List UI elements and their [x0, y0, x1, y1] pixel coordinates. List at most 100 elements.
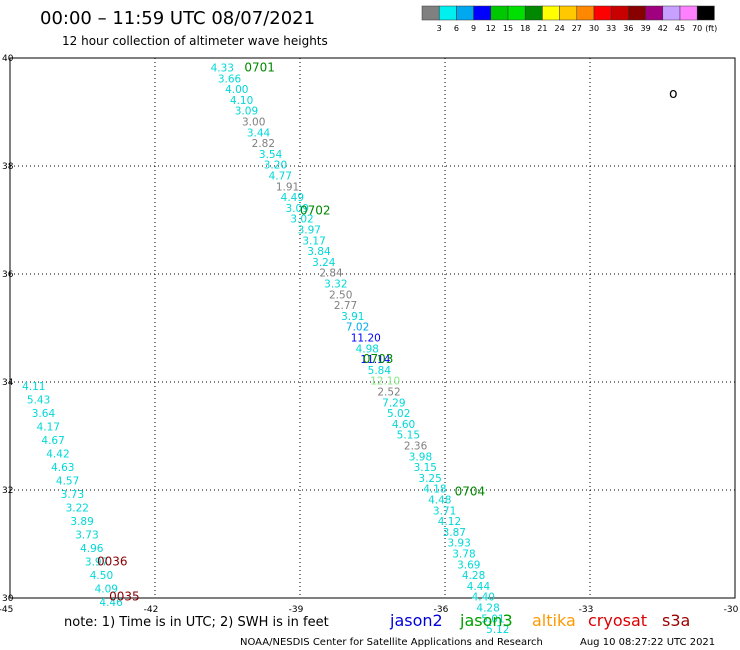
legend-swatch [610, 5, 629, 21]
swh-value: 5.84 [368, 365, 392, 377]
legend-swatch [593, 5, 612, 21]
legend-label: 24 [555, 24, 565, 33]
swh-value: 3.09 [235, 106, 258, 118]
swh-value: 12.10 [370, 376, 400, 388]
legend-swatch [421, 5, 440, 21]
swh-value: 3.66 [218, 73, 242, 85]
swh-value: 4.17 [37, 422, 60, 434]
swh-value: 3.44 [247, 127, 271, 139]
pass-time-label: 0036 [97, 555, 128, 569]
lon-tick-label: -45 [0, 605, 13, 615]
legend-swatch [438, 5, 457, 21]
lat-tick-label: 36 [2, 270, 14, 280]
legend-label: 3 [437, 24, 442, 33]
swh-value: 2.52 [377, 387, 400, 399]
swh-value: 3.17 [302, 235, 325, 247]
swh-value: 4.60 [392, 419, 415, 431]
satellite-name: jason2 [389, 611, 443, 630]
legend-swatch [559, 5, 578, 21]
legend-swatch [490, 5, 509, 21]
swh-value: 7.29 [382, 397, 405, 409]
swh-value: 4.46 [99, 597, 123, 609]
swh-value: 3.91 [341, 311, 364, 323]
swh-value: 7.02 [346, 322, 369, 334]
swh-value: 4.77 [269, 171, 292, 183]
swh-value: 4.67 [41, 435, 64, 447]
legend-swatch [507, 5, 526, 21]
swh-value: 3.78 [452, 549, 475, 561]
legend-label: 21 [537, 24, 547, 33]
footer-timestamp: Aug 10 08:27:22 UTC 2021 [580, 637, 715, 648]
swh-value: 3.69 [457, 559, 480, 571]
lon-tick-label: -36 [434, 605, 449, 615]
swh-value: 4.40 [472, 592, 495, 604]
legend-swatch [542, 5, 560, 21]
legend-label: 33 [606, 24, 616, 33]
swh-value: 3.09 [286, 203, 309, 215]
swh-value: 4.44 [467, 581, 491, 593]
lon-tick-label: -42 [144, 605, 159, 615]
lat-tick-label: 40 [2, 54, 14, 64]
swh-value: 3.97 [298, 225, 321, 237]
pass-time-label: 0702 [300, 204, 331, 218]
swh-value: 3.32 [324, 279, 347, 291]
swh-value: 4.11 [22, 381, 45, 393]
axis-tick-labels: -45 -42 -39 -36 -33 -30 40 38 36 34 32 30 [0, 54, 739, 615]
swh-value: 1.91 [276, 181, 299, 193]
swh-value: 3.20 [264, 160, 287, 172]
swh-value: 4.57 [56, 476, 79, 488]
color-legend: 3 6 9 12 15 18 21 24 27 30 33 36 39 42 45 70 (ft) [421, 5, 717, 33]
swh-value: 3.64 [32, 408, 56, 420]
swh-value: 11.20 [351, 333, 381, 345]
legend-label: 6 [454, 24, 459, 33]
legend-swatch [662, 5, 681, 21]
legend-swatch [628, 5, 646, 21]
legend-unit: (ft) [705, 24, 717, 33]
map-title: 00:00 – 11:59 UTC 08/07/2021 [40, 8, 315, 29]
pass-time-label: 0704 [455, 484, 486, 498]
swh-value: 3.15 [414, 462, 437, 474]
legend-label: 30 [589, 24, 599, 33]
swh-value: 3.54 [259, 149, 283, 161]
swh-value: 2.84 [319, 268, 343, 280]
pass-time-labels: 0701 0702 0703 0704 0036 0035 [97, 61, 485, 604]
lon-tick-label: -39 [289, 605, 304, 615]
lat-tick-label: 38 [2, 162, 14, 172]
swh-value: 3.84 [307, 246, 331, 258]
swh-value: 4.33 [211, 63, 234, 75]
swh-value: 3.71 [433, 505, 456, 517]
swh-value: 4.28 [476, 603, 499, 615]
legend-label: 45 [675, 24, 685, 33]
legend-swatch [696, 5, 715, 21]
swh-value: 3.93 [447, 538, 470, 550]
swh-value: 4.96 [80, 543, 104, 555]
swh-value: 4.63 [51, 462, 74, 474]
lat-tick-label: 30 [2, 594, 14, 604]
swh-value: 4.18 [423, 484, 446, 496]
swh-value: 4.42 [46, 449, 69, 461]
lon-tick-label: -30 [724, 605, 739, 615]
swh-value: 5.15 [397, 430, 420, 442]
map-frame [9, 57, 736, 599]
legend-label: 70 [692, 24, 702, 33]
satellite-name: cryosat [588, 611, 647, 630]
swh-value: 2.50 [329, 289, 352, 301]
swh-value: 4.48 [428, 495, 451, 507]
legend-label: 12 [486, 24, 496, 33]
wave-height-observations: 4.333.664.004.103.093.003.442.823.543.20… [22, 63, 509, 637]
swh-value: 3.97 [85, 557, 108, 569]
swh-value: 4.98 [356, 343, 379, 355]
satellite-name: altika [532, 611, 576, 630]
swh-value: 3.00 [242, 117, 265, 129]
pass-time-label: 0701 [244, 61, 275, 75]
swh-value: 5.12 [486, 624, 509, 636]
swh-value: 4.12 [438, 516, 461, 528]
lat-tick-label: 32 [2, 486, 13, 496]
swh-value: 4.50 [90, 570, 113, 582]
legend-swatch [645, 5, 664, 21]
lat-tick-label: 34 [2, 378, 14, 388]
lon-tick-label: -33 [579, 605, 594, 615]
swh-value: 3.25 [418, 473, 441, 485]
legend-swatch [473, 5, 492, 21]
footer-note: note: 1) Time is in UTC; 2) SWH is in fe… [64, 615, 329, 630]
